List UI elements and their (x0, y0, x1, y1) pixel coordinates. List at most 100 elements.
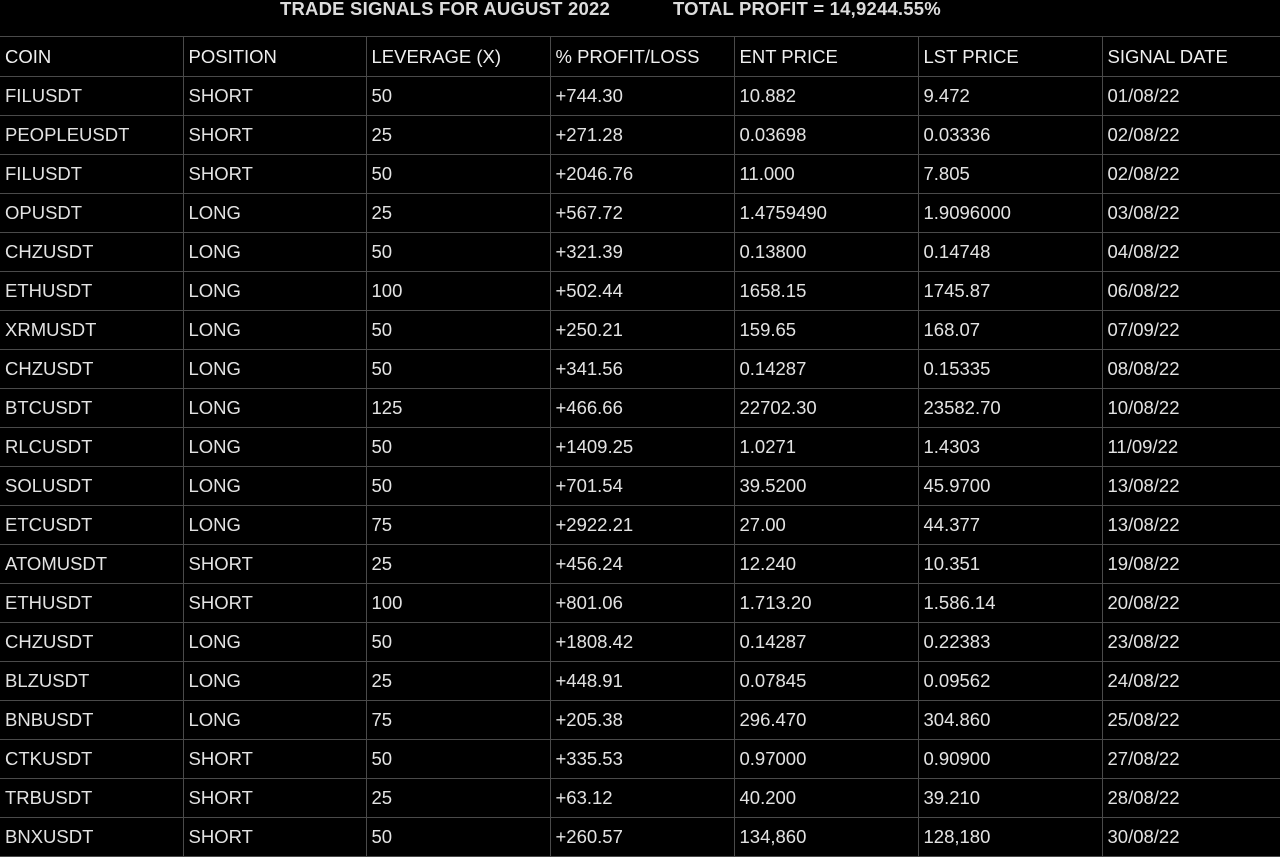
table-header-row: COIN POSITION LEVERAGE (X) % PROFIT/LOSS… (0, 36, 1280, 77)
leverage-cell: 75 (365, 505, 551, 545)
coin-cell: SOLUSDT (0, 466, 184, 506)
profit-loss-cell: +1409.25 (549, 427, 735, 467)
column-header-last-price: LST PRICE (917, 36, 1103, 77)
profit-loss-cell: +63.12 (549, 778, 735, 818)
table-row: OPUSDT LONG 25 +567.72 1.4759490 1.9096000 03/… (0, 193, 1280, 233)
last-price-cell: 9.472 (917, 76, 1103, 116)
signal-date-cell: 03/08/22 (1101, 193, 1280, 233)
leverage-cell: 50 (365, 154, 551, 194)
position-cell: SHORT (182, 778, 367, 818)
last-price-cell: 0.90900 (917, 739, 1103, 779)
leverage-cell: 50 (365, 622, 551, 662)
leverage-cell: 25 (365, 193, 551, 233)
entry-price-cell: 0.97000 (733, 739, 919, 779)
signal-date-cell: 08/08/22 (1101, 349, 1280, 389)
coin-cell: CTKUSDT (0, 739, 184, 779)
last-price-cell: 1.586.14 (917, 583, 1103, 623)
coin-cell: ETCUSDT (0, 505, 184, 545)
last-price-cell: 0.03336 (917, 115, 1103, 155)
last-price-cell: 1.9096000 (917, 193, 1103, 233)
profit-loss-cell: +250.21 (549, 310, 735, 350)
profit-loss-cell: +1808.42 (549, 622, 735, 662)
column-header-leverage: LEVERAGE (X) (365, 36, 551, 77)
signal-date-cell: 02/08/22 (1101, 154, 1280, 194)
last-price-cell: 0.14748 (917, 232, 1103, 272)
leverage-cell: 50 (365, 739, 551, 779)
table-row: CHZUSDT LONG 50 +341.56 0.14287 0.15335 08/08/… (0, 349, 1280, 389)
column-header-signal-date: SIGNAL DATE (1101, 36, 1280, 77)
entry-price-cell: 159.65 (733, 310, 919, 350)
entry-price-cell: 10.882 (733, 76, 919, 116)
profit-loss-cell: +260.57 (549, 817, 735, 857)
position-cell: SHORT (182, 115, 367, 155)
profit-loss-cell: +341.56 (549, 349, 735, 389)
last-price-cell: 45.9700 (917, 466, 1103, 506)
position-cell: LONG (182, 271, 367, 311)
position-cell: LONG (182, 349, 367, 389)
last-price-cell: 7.805 (917, 154, 1103, 194)
coin-cell: BLZUSDT (0, 661, 184, 701)
table-row: ETHUSDT SHORT 100 +801.06 1.713.20 1.586.14 20… (0, 583, 1280, 623)
table-row: PEOPLEUSDT SHORT 25 +271.28 0.03698 0.03336 02… (0, 115, 1280, 155)
coin-cell: CHZUSDT (0, 349, 184, 389)
signal-date-cell: 20/08/22 (1101, 583, 1280, 623)
position-cell: LONG (182, 466, 367, 506)
leverage-cell: 50 (365, 232, 551, 272)
coin-cell: XRMUSDT (0, 310, 184, 350)
table-row: CHZUSDT LONG 50 +1808.42 0.14287 0.22383 23/08… (0, 622, 1280, 662)
entry-price-cell: 1.0271 (733, 427, 919, 467)
position-cell: LONG (182, 661, 367, 701)
entry-price-cell: 296.470 (733, 700, 919, 740)
signal-date-cell: 02/08/22 (1101, 115, 1280, 155)
position-cell: LONG (182, 427, 367, 467)
coin-cell: BNBUSDT (0, 700, 184, 740)
column-header-coin: COIN (0, 36, 184, 77)
leverage-cell: 50 (365, 76, 551, 116)
last-price-cell: 0.15335 (917, 349, 1103, 389)
last-price-cell: 1.4303 (917, 427, 1103, 467)
entry-price-cell: 27.00 (733, 505, 919, 545)
table-row: TRBUSDT SHORT 25 +63.12 40.200 39.210 28/08/22 (0, 778, 1280, 818)
report-header: TRADE SIGNALS FOR AUGUST 2022 TOTAL PROF… (0, 0, 1280, 22)
position-cell: LONG (182, 310, 367, 350)
entry-price-cell: 0.07845 (733, 661, 919, 701)
column-header-profit-loss: % PROFIT/LOSS (549, 36, 735, 77)
table-row: ETHUSDT LONG 100 +502.44 1658.15 1745.87 06/08… (0, 271, 1280, 311)
signal-date-cell: 01/08/22 (1101, 76, 1280, 116)
leverage-cell: 25 (365, 115, 551, 155)
entry-price-cell: 0.14287 (733, 349, 919, 389)
signal-date-cell: 13/08/22 (1101, 505, 1280, 545)
table-row: RLCUSDT LONG 50 +1409.25 1.0271 1.4303 11/09/2… (0, 427, 1280, 467)
coin-cell: PEOPLEUSDT (0, 115, 184, 155)
table-body: FILUSDT SHORT 50 +744.30 10.882 9.472 01/08/22… (0, 76, 1280, 857)
last-price-cell: 0.22383 (917, 622, 1103, 662)
position-cell: SHORT (182, 544, 367, 584)
total-profit: TOTAL PROFIT = 14,9244.55% (673, 0, 941, 19)
entry-price-cell: 0.13800 (733, 232, 919, 272)
profit-loss-cell: +701.54 (549, 466, 735, 506)
leverage-cell: 50 (365, 466, 551, 506)
coin-cell: CHZUSDT (0, 622, 184, 662)
last-price-cell: 168.07 (917, 310, 1103, 350)
leverage-cell: 125 (365, 388, 551, 428)
entry-price-cell: 134,860 (733, 817, 919, 857)
leverage-cell: 100 (365, 271, 551, 311)
profit-loss-cell: +321.39 (549, 232, 735, 272)
profit-loss-cell: +2046.76 (549, 154, 735, 194)
table-row: CTKUSDT SHORT 50 +335.53 0.97000 0.90900 27/08… (0, 739, 1280, 779)
last-price-cell: 0.09562 (917, 661, 1103, 701)
profit-loss-cell: +205.38 (549, 700, 735, 740)
entry-price-cell: 0.14287 (733, 622, 919, 662)
profit-loss-cell: +456.24 (549, 544, 735, 584)
leverage-cell: 50 (365, 349, 551, 389)
signal-date-cell: 28/08/22 (1101, 778, 1280, 818)
last-price-cell: 128,180 (917, 817, 1103, 857)
table-row: BTCUSDT LONG 125 +466.66 22702.30 23582.70 10/… (0, 388, 1280, 428)
table-row: XRMUSDT LONG 50 +250.21 159.65 168.07 07/09/22 (0, 310, 1280, 350)
entry-price-cell: 22702.30 (733, 388, 919, 428)
profit-loss-cell: +448.91 (549, 661, 735, 701)
signal-date-cell: 10/08/22 (1101, 388, 1280, 428)
profit-loss-cell: +567.72 (549, 193, 735, 233)
signal-date-cell: 07/09/22 (1101, 310, 1280, 350)
leverage-cell: 100 (365, 583, 551, 623)
